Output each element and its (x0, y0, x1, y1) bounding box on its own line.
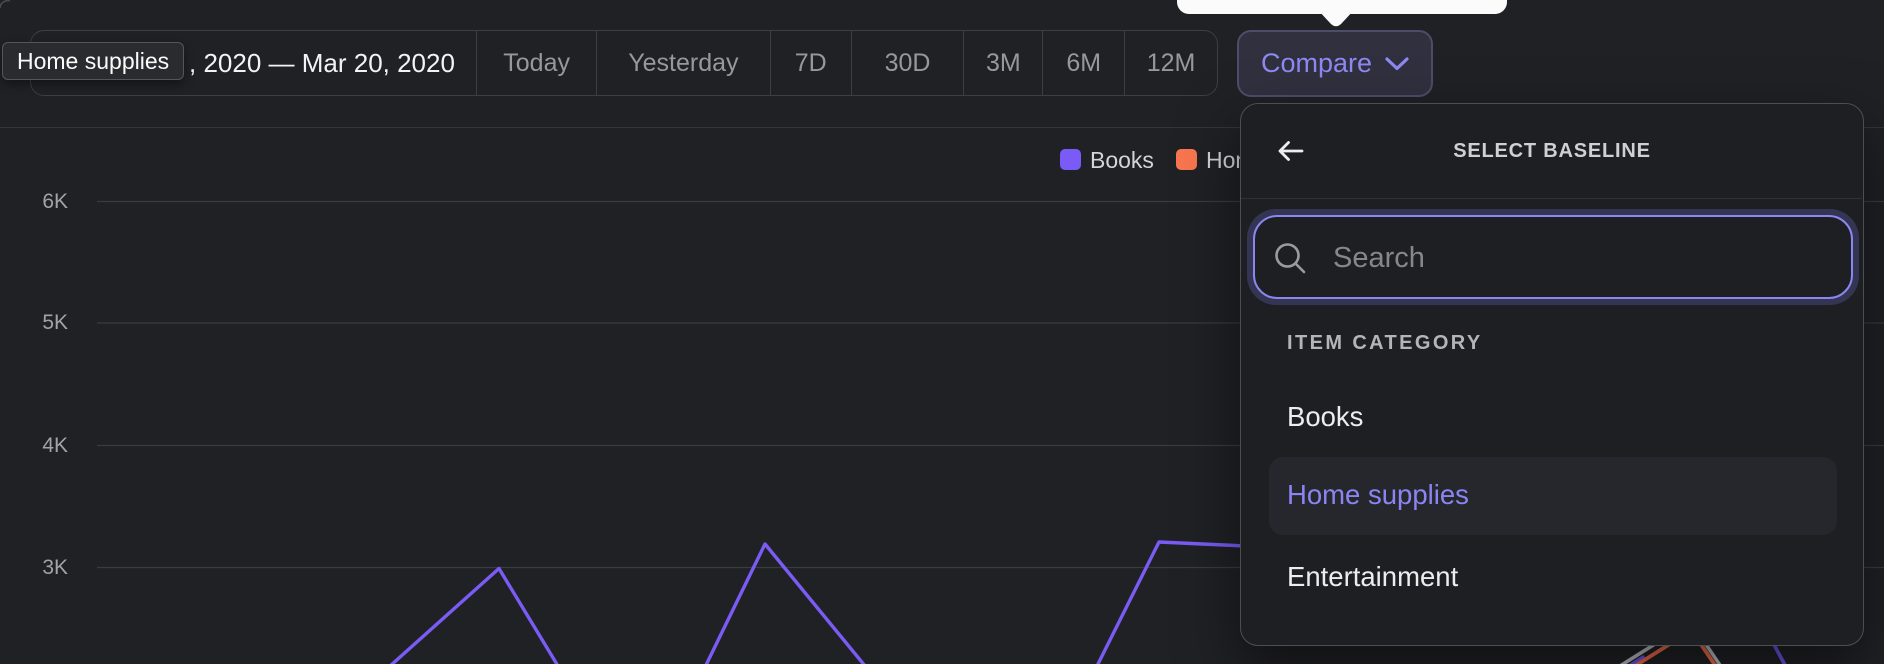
svg-text:3K: 3K (42, 556, 68, 579)
svg-text:5K: 5K (42, 311, 68, 334)
svg-text:6K: 6K (42, 190, 68, 213)
svg-text:4K: 4K (42, 434, 68, 457)
